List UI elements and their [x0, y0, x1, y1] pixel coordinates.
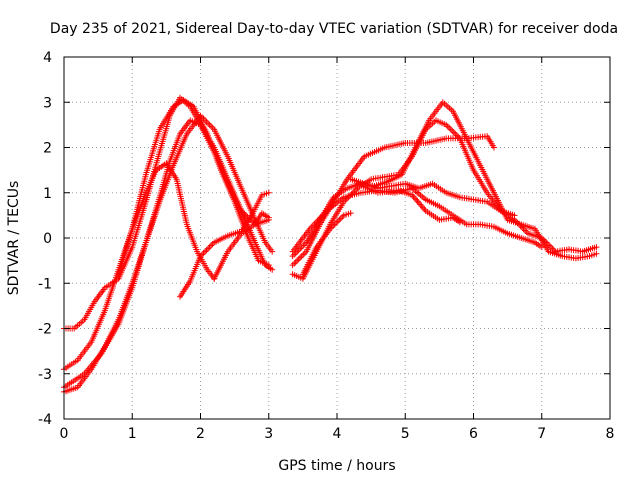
series-arc-12 [347, 176, 518, 219]
y-axis-label: SDTVAR / TECUs [6, 181, 22, 296]
data-point [449, 127, 456, 134]
series-arc-2 [61, 112, 276, 395]
data-point [292, 259, 299, 266]
series-arc-14 [354, 180, 463, 226]
y-tick-label: 4 [43, 50, 52, 66]
data-point [450, 129, 457, 136]
x-tick-label: 0 [60, 426, 69, 442]
axis-ticks [63, 56, 611, 420]
data-point [269, 266, 276, 273]
series-arc-5 [115, 160, 218, 282]
data-point [456, 219, 463, 226]
data-point [511, 212, 518, 219]
y-tick-label: -2 [38, 322, 52, 338]
data-point [453, 132, 460, 139]
series-arc-6 [177, 189, 272, 300]
data-point [447, 126, 454, 133]
data-point [265, 214, 272, 221]
data-point [414, 198, 421, 205]
x-tick-label: 8 [606, 426, 615, 442]
data-point [265, 189, 272, 196]
y-tick-label: -4 [38, 412, 52, 428]
data-point [593, 250, 600, 257]
data-point [203, 247, 210, 254]
y-tick-label: 0 [43, 231, 52, 247]
data-point [538, 244, 545, 251]
data-point [205, 120, 212, 127]
data-point [297, 254, 304, 261]
series-arc-10 [289, 133, 497, 269]
x-tick-label: 3 [264, 426, 273, 442]
data-point [337, 215, 344, 222]
data-point [205, 245, 212, 252]
tick-labels: 0 1 2 3 4 5 6 7 8 -4 -3 -2 -1 0 1 2 3 4 [38, 50, 614, 442]
data-point [269, 248, 276, 255]
data-point [298, 253, 305, 260]
series-arc-1 [61, 117, 276, 391]
data-point [294, 257, 301, 264]
x-tick-label: 5 [401, 426, 410, 442]
x-axis-label: GPS time / hours [278, 458, 395, 474]
x-tick-label: 4 [333, 426, 342, 442]
series-arc-11 [289, 185, 545, 255]
y-tick-label: 1 [43, 186, 52, 202]
y-tick-label: 2 [43, 141, 52, 157]
x-tick-label: 6 [469, 426, 478, 442]
data-point [347, 210, 354, 217]
y-tick-label: -1 [38, 276, 52, 292]
x-tick-label: 7 [537, 426, 546, 442]
x-tick-label: 1 [128, 426, 137, 442]
data-point [208, 123, 215, 130]
x-tick-label: 2 [196, 426, 205, 442]
data-point [206, 121, 213, 128]
data-point [491, 144, 497, 151]
y-tick-label: 3 [43, 95, 52, 111]
data-point [265, 262, 272, 269]
chart-title: Day 235 of 2021, Sidereal Day-to-day VTE… [50, 21, 618, 37]
data-marks [61, 94, 600, 395]
series-arc-4 [61, 97, 272, 373]
data-point [300, 251, 307, 258]
data-point [295, 256, 302, 263]
series-arc-7 [211, 210, 272, 282]
data-point [593, 244, 600, 251]
series-arc-13 [299, 210, 354, 278]
y-tick-label: -3 [38, 367, 52, 383]
data-point [446, 124, 453, 131]
